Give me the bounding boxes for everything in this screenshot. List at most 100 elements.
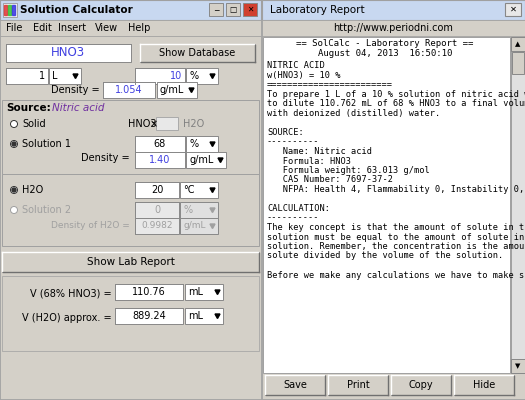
Bar [157,82,197,98]
Text: 10: 10 [170,71,182,81]
Bar [135,68,185,84]
Text: ─: ─ [214,5,218,14]
Text: %: % [189,139,198,149]
Text: CAS Number: 7697-37-2: CAS Number: 7697-37-2 [267,176,393,184]
Text: ▲: ▲ [516,41,521,47]
Text: August 04, 2013  16:50:10: August 04, 2013 16:50:10 [318,49,452,58]
Text: Density =: Density = [51,85,100,95]
Circle shape [10,140,17,148]
Text: File: File [6,23,23,33]
Text: ✕: ✕ [247,5,253,14]
Circle shape [12,142,16,146]
Circle shape [10,206,17,214]
Text: V (H2O) approx. =: V (H2O) approx. = [23,313,112,323]
Polygon shape [73,74,78,78]
Text: Source:: Source: [6,103,51,113]
Text: ----------: ---------- [267,138,320,146]
Bar [135,152,185,168]
Polygon shape [210,142,215,146]
Text: H2O: H2O [22,185,43,195]
Bar [511,37,525,51]
Polygon shape [215,314,220,318]
Text: ✕: ✕ [509,5,517,14]
Text: SOURCE:: SOURCE: [267,128,304,137]
Bar [2,276,259,351]
Polygon shape [210,208,215,212]
Text: mL: mL [188,311,203,321]
Text: Before we make any calculations we have to make sure: Before we make any calculations we have … [267,270,525,280]
Text: http://www.periodni.com: http://www.periodni.com [333,23,453,33]
Polygon shape [218,158,223,162]
Bar [262,0,525,20]
Text: Density of H2O =: Density of H2O = [51,222,130,230]
Text: %: % [189,71,198,81]
Text: HNO3: HNO3 [51,46,85,60]
Text: ×: × [150,119,158,129]
Text: 1.40: 1.40 [149,155,171,165]
Circle shape [10,120,17,128]
Bar [2,252,259,272]
Bar [6,68,48,84]
Text: CALCULATION:: CALCULATION: [267,204,330,213]
Text: H2O: H2O [183,119,204,129]
Polygon shape [210,74,215,78]
Text: solution. Remember, the concentration is the amount of a: solution. Remember, the concentration is… [267,242,525,251]
Polygon shape [215,290,220,294]
Bar [2,174,259,246]
Text: ----------: ---------- [267,214,320,222]
Text: To prepare 1 L of a 10 % solution of nitric acid we will need: To prepare 1 L of a 10 % solution of nit… [267,90,525,99]
Bar [135,218,179,234]
Polygon shape [189,88,194,92]
Text: Laboratory Report: Laboratory Report [270,5,365,15]
Text: Insert: Insert [58,23,86,33]
Text: g/mL: g/mL [160,85,184,95]
Text: 68: 68 [154,139,166,149]
Text: Show Lab Report: Show Lab Report [87,257,174,267]
Circle shape [12,188,16,192]
Polygon shape [12,5,15,15]
Text: □: □ [229,5,237,14]
Text: w(HNO3) = 10 %: w(HNO3) = 10 % [267,71,341,80]
Text: 889.24: 889.24 [132,311,166,321]
Bar [505,3,521,16]
Bar [262,36,525,399]
Text: Solution 1: Solution 1 [22,139,71,149]
Text: 0: 0 [154,205,160,215]
Text: Solution Calculator: Solution Calculator [20,5,133,15]
Text: Help: Help [128,23,150,33]
Bar [263,37,510,373]
Bar [186,152,226,168]
Bar [454,375,514,395]
Text: 0.9982: 0.9982 [141,222,173,230]
Text: g/mL: g/mL [183,222,205,230]
Bar [243,3,257,16]
Bar [3,3,17,17]
Text: 1: 1 [39,71,45,81]
Bar [209,3,223,16]
Polygon shape [210,188,215,192]
Text: °C: °C [183,185,194,195]
Text: Solution 2: Solution 2 [22,205,71,215]
Text: 20: 20 [151,185,163,195]
Bar [135,182,179,198]
Bar [185,284,223,300]
Text: 1.054: 1.054 [115,85,143,95]
Bar [156,117,178,130]
Text: ========================: ======================== [267,80,393,90]
Text: Solid: Solid [22,119,46,129]
Text: to dilute 110.762 mL of 68 % HNO3 to a final volume of 1 L: to dilute 110.762 mL of 68 % HNO3 to a f… [267,100,525,108]
Text: Name: Nitric acid: Name: Nitric acid [267,147,372,156]
Bar [512,52,524,74]
Bar [140,44,255,62]
Text: Copy: Copy [408,380,433,390]
Text: NFPA: Health 4, Flammability 0, Instability 0, Special OX: NFPA: Health 4, Flammability 0, Instabil… [267,185,525,194]
Text: Hide: Hide [473,380,495,390]
Bar [180,182,218,198]
Bar [511,37,525,373]
Text: NITRIC ACID: NITRIC ACID [267,62,325,70]
Text: solute divided by the volume of the solution.: solute divided by the volume of the solu… [267,252,503,260]
Bar [186,68,218,84]
Text: HNO3: HNO3 [128,119,156,129]
Circle shape [10,186,17,194]
Bar [115,308,183,324]
